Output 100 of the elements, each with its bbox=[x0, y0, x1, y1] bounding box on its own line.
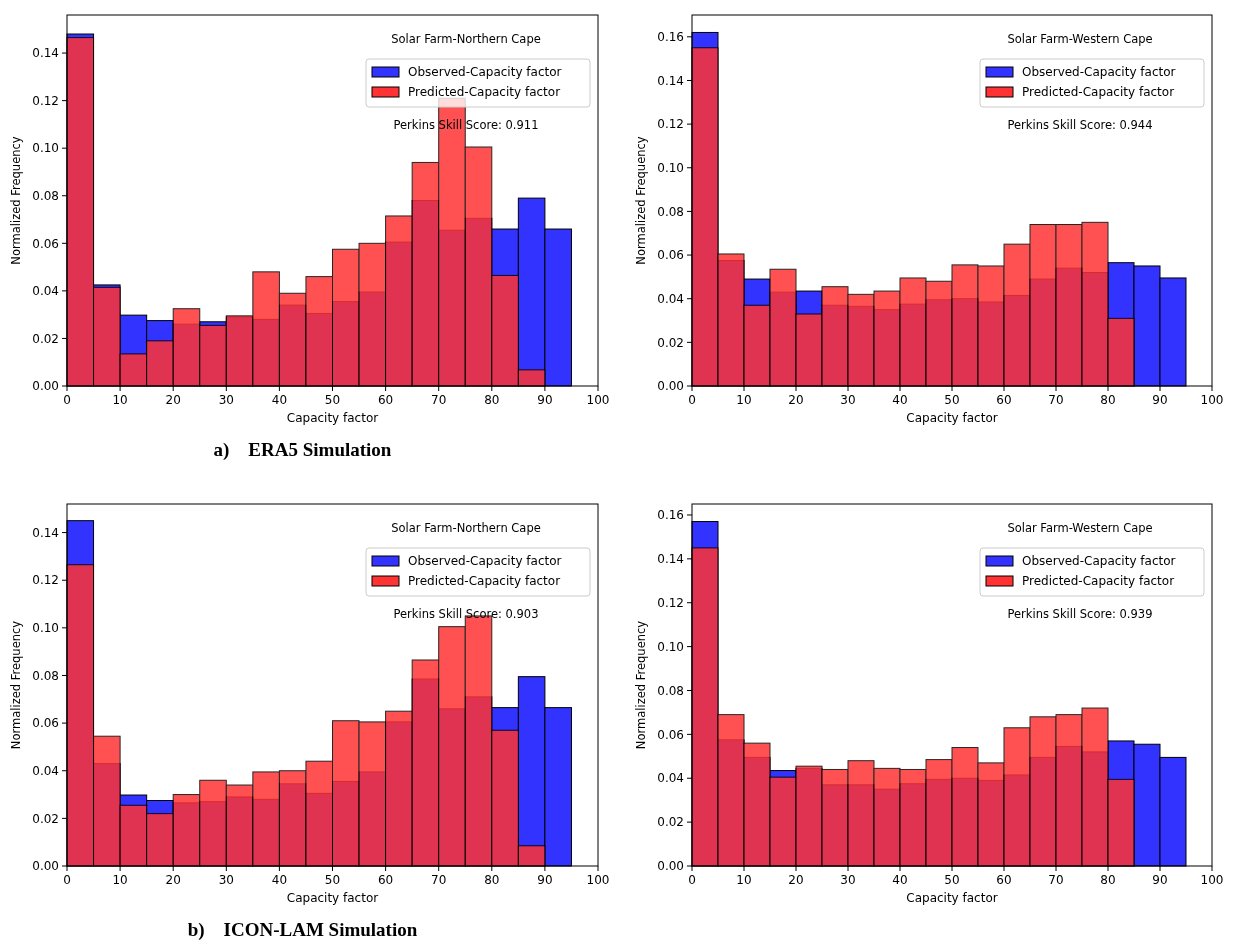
x-tick-label: 80 bbox=[1100, 393, 1116, 407]
legend-label: Predicted-Capacity factor bbox=[1022, 574, 1175, 588]
y-tick-label: 0.14 bbox=[32, 46, 59, 61]
x-tick-label: 50 bbox=[944, 393, 960, 407]
y-tick-label: 0.06 bbox=[32, 716, 59, 731]
x-tick-label: 20 bbox=[788, 393, 804, 407]
x-tick-label: 0 bbox=[688, 873, 696, 887]
x-tick-label: 40 bbox=[892, 873, 908, 887]
x-axis-title: Capacity factor bbox=[906, 411, 998, 425]
y-tick-label: 0.12 bbox=[657, 595, 684, 610]
x-tick-label: 10 bbox=[736, 393, 752, 407]
y-tick-label: 0.00 bbox=[32, 859, 59, 874]
annotation: Perkins Skill Score: 0.939 bbox=[1007, 607, 1153, 621]
y-tick-label: 0.14 bbox=[657, 552, 684, 567]
x-tick-label: 20 bbox=[165, 873, 181, 887]
x-axis-title: Capacity factor bbox=[286, 411, 379, 425]
text: Solar Farm-Northern Cape bbox=[391, 32, 541, 46]
x-tick-label: 70 bbox=[1048, 873, 1064, 887]
x-tick-label: 10 bbox=[736, 873, 752, 887]
x-tick-label: 90 bbox=[1152, 393, 1168, 407]
y-axis-title: Normalized Frequency bbox=[9, 620, 23, 750]
x-tick-label: 0 bbox=[63, 873, 71, 887]
legend-label: Predicted-Capacity factor bbox=[408, 574, 561, 588]
x-tick-label: 100 bbox=[1200, 873, 1224, 887]
x-tick-label: 0 bbox=[63, 393, 71, 407]
y-tick-label: 0.10 bbox=[657, 160, 684, 175]
y-tick-label: 0.12 bbox=[32, 93, 59, 108]
text: a) ERA5 Simulation bbox=[213, 439, 392, 461]
y-tick-label: 0.08 bbox=[32, 668, 59, 683]
x-tick-label: 50 bbox=[324, 873, 341, 887]
y-tick-label: 0.08 bbox=[657, 204, 684, 219]
y-tick-label: 0.06 bbox=[32, 236, 59, 251]
x-tick-label: 90 bbox=[1152, 873, 1168, 887]
y-axis-title: Normalized Frequency bbox=[634, 136, 648, 265]
x-tick-label: 10 bbox=[112, 393, 128, 407]
x-tick-label: 0 bbox=[688, 393, 696, 407]
legend-label: Observed-Capacity factor bbox=[1022, 65, 1176, 79]
text: Solar Farm-Western Cape bbox=[1007, 32, 1153, 46]
x-tick-label: 70 bbox=[431, 393, 447, 407]
y-axis-title: Normalized Frequency bbox=[9, 136, 23, 265]
annotation: Perkins Skill Score: 0.911 bbox=[393, 118, 539, 132]
y-tick-label: 0.00 bbox=[32, 379, 59, 394]
x-tick-label: 80 bbox=[484, 873, 500, 887]
y-axis-title: Normalized Frequency bbox=[634, 620, 648, 750]
x-tick-label: 90 bbox=[537, 873, 553, 887]
x-tick-label: 50 bbox=[324, 393, 341, 407]
y-tick-label: 0.10 bbox=[657, 639, 684, 654]
x-tick-label: 60 bbox=[377, 873, 394, 887]
legend-label: Observed-Capacity factor bbox=[408, 65, 562, 79]
y-tick-label: 0.16 bbox=[657, 508, 684, 523]
x-tick-label: 20 bbox=[788, 873, 804, 887]
y-tick-label: 0.00 bbox=[657, 379, 684, 394]
x-tick-label: 50 bbox=[944, 873, 960, 887]
y-tick-label: 0.02 bbox=[32, 811, 59, 826]
x-axis-title: Capacity factor bbox=[286, 891, 379, 905]
y-tick-label: 0.14 bbox=[32, 525, 59, 540]
x-tick-label: 70 bbox=[431, 873, 447, 887]
x-tick-label: 100 bbox=[1200, 393, 1224, 407]
x-tick-label: 80 bbox=[1100, 873, 1116, 887]
x-tick-label: 60 bbox=[377, 393, 394, 407]
y-tick-label: 0.02 bbox=[32, 331, 59, 346]
x-tick-label: 30 bbox=[218, 873, 234, 887]
x-tick-label: 30 bbox=[840, 393, 856, 407]
y-tick-label: 0.10 bbox=[32, 621, 59, 636]
x-tick-label: 40 bbox=[271, 393, 288, 407]
x-tick-label: 90 bbox=[537, 393, 553, 407]
y-tick-label: 0.14 bbox=[657, 73, 684, 88]
x-tick-label: 40 bbox=[271, 873, 288, 887]
annotation: Perkins Skill Score: 0.944 bbox=[1007, 118, 1153, 132]
y-tick-label: 0.08 bbox=[32, 188, 59, 203]
y-tick-label: 0.10 bbox=[32, 141, 59, 156]
x-tick-label: 40 bbox=[892, 393, 908, 407]
y-tick-label: 0.04 bbox=[32, 284, 59, 299]
x-tick-label: 80 bbox=[484, 393, 500, 407]
x-tick-label: 30 bbox=[218, 393, 234, 407]
x-tick-label: 30 bbox=[840, 873, 856, 887]
y-tick-label: 0.06 bbox=[657, 248, 684, 263]
y-tick-label: 0.02 bbox=[657, 815, 684, 830]
x-tick-label: 70 bbox=[1048, 393, 1064, 407]
x-tick-label: 100 bbox=[586, 393, 610, 407]
y-tick-label: 0.12 bbox=[657, 117, 684, 132]
x-axis-title: Capacity factor bbox=[906, 891, 998, 905]
x-tick-label: 60 bbox=[996, 873, 1012, 887]
x-tick-label: 10 bbox=[112, 873, 128, 887]
y-tick-label: 0.08 bbox=[657, 683, 684, 698]
y-tick-label: 0.06 bbox=[657, 727, 684, 742]
text: Solar Farm-Northern Cape bbox=[391, 521, 541, 535]
legend-label: Predicted-Capacity factor bbox=[408, 85, 561, 99]
y-tick-label: 0.12 bbox=[32, 573, 59, 588]
x-tick-label: 20 bbox=[165, 393, 181, 407]
legend-label: Observed-Capacity factor bbox=[1022, 554, 1176, 568]
y-tick-label: 0.16 bbox=[657, 30, 684, 45]
text: b) ICON-LAM Simulation bbox=[187, 919, 418, 941]
y-tick-label: 0.04 bbox=[657, 771, 684, 786]
legend-label: Predicted-Capacity factor bbox=[1022, 85, 1175, 99]
text: Solar Farm-Western Cape bbox=[1007, 521, 1153, 535]
y-tick-label: 0.04 bbox=[32, 763, 59, 778]
y-tick-label: 0.04 bbox=[657, 291, 684, 306]
x-tick-label: 60 bbox=[996, 393, 1012, 407]
y-tick-label: 0.02 bbox=[657, 335, 684, 350]
